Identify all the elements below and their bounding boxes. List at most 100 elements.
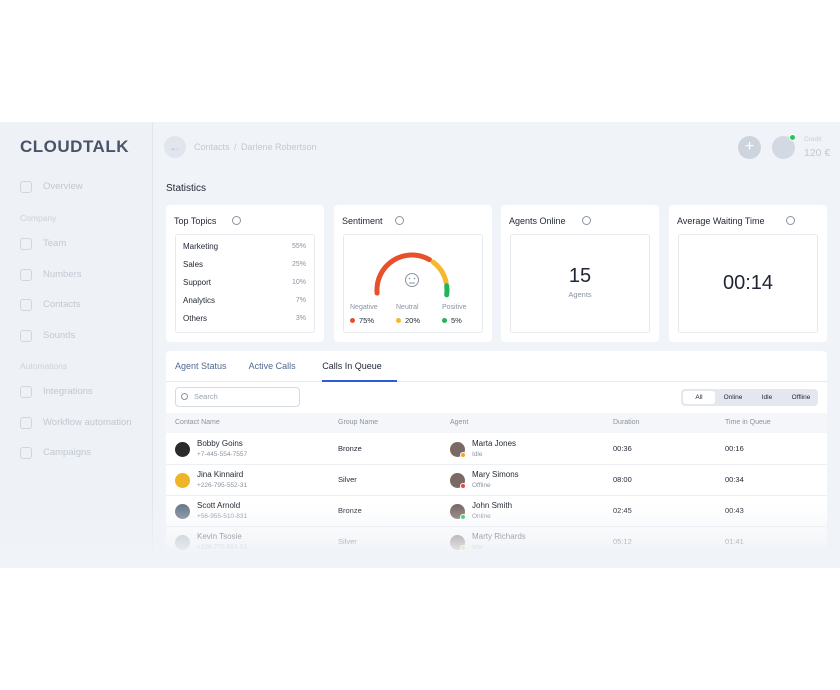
- contact-phone: +7-445-554-7557: [197, 451, 248, 458]
- time-in-queue: 00:16: [725, 444, 744, 453]
- nav-item[interactable]: Overview: [43, 181, 83, 192]
- face-eye: [408, 277, 411, 280]
- sentiment-gauge: [374, 252, 450, 298]
- column-header: Agent: [450, 419, 469, 426]
- sentiment-dot: [442, 318, 447, 323]
- nav-item[interactable]: Numbers: [43, 268, 82, 280]
- tab[interactable]: Agent Status: [175, 361, 227, 371]
- breadcrumb[interactable]: Contacts: [194, 142, 230, 152]
- credit-label: Credit: [804, 136, 822, 143]
- search-placeholder: Search: [194, 392, 218, 401]
- sentiment-label: Positive: [442, 304, 467, 311]
- card-title: Average Waiting Time: [677, 216, 765, 226]
- duration: 08:00: [613, 475, 632, 484]
- column-header: Contact Name: [175, 419, 220, 426]
- credit-value: 120 €: [804, 147, 831, 159]
- table-header-row: [166, 413, 827, 433]
- sentiment-dot: [396, 318, 401, 323]
- section-title: Statistics: [166, 183, 207, 194]
- nav-item[interactable]: Sounds: [43, 329, 76, 341]
- info-icon: [394, 216, 404, 225]
- info-icon: [582, 216, 592, 225]
- tab[interactable]: Calls In Queue: [322, 361, 382, 371]
- nav-icon: [20, 268, 32, 281]
- user-avatar[interactable]: [772, 136, 795, 159]
- sentiment-value: 20%: [405, 316, 421, 325]
- contact-name: Bobby Goins: [197, 439, 243, 448]
- filter-option[interactable]: All: [683, 391, 715, 404]
- group-name: Bronze: [338, 444, 362, 453]
- nav-item[interactable]: Campaigns: [43, 447, 92, 458]
- bottom-fade: [0, 505, 840, 568]
- card-title: Agents Online: [509, 216, 566, 226]
- filter-group: [681, 389, 818, 406]
- column-header: Group Name: [338, 419, 379, 426]
- topic-share: 55%: [291, 243, 306, 250]
- sentiment-label: Negative: [350, 304, 378, 311]
- card-title: Sentiment: [342, 216, 383, 226]
- breadcrumb: Darlene Robertson: [241, 142, 317, 152]
- sentiment-label: Neutral: [396, 304, 419, 311]
- gauge-neutral: [430, 259, 449, 286]
- topic-share: 7%: [295, 297, 306, 304]
- search-icon: [181, 393, 188, 400]
- agent-name: Mary Simons: [472, 470, 519, 479]
- nav-icon: [20, 447, 32, 459]
- tab[interactable]: Active Calls: [248, 361, 296, 371]
- back-button[interactable]: ←: [164, 136, 186, 158]
- filter-option[interactable]: Offline: [791, 394, 811, 401]
- status-dot: [460, 452, 466, 458]
- agent-status: Idle: [472, 451, 483, 458]
- card-inner: [175, 234, 315, 333]
- contact-name: Jina Kinnaird: [197, 470, 244, 479]
- topic-share: 10%: [291, 279, 306, 286]
- group-name: Silver: [338, 475, 357, 484]
- stat-card: [669, 205, 827, 342]
- contact-avatar: [175, 473, 190, 488]
- card-title: Top Topics: [174, 216, 217, 226]
- nav-icon: [20, 416, 32, 429]
- sentiment-value: 5%: [451, 316, 462, 325]
- contact-avatar: [175, 442, 190, 457]
- status-dot: [460, 483, 466, 489]
- filter-option[interactable]: Online: [723, 394, 743, 401]
- column-header: Time in Queue: [725, 419, 771, 426]
- sentiment-dot: [350, 318, 355, 323]
- info-icon: [232, 216, 241, 225]
- agents-count: 15: [568, 265, 592, 287]
- nav-section: Company: [20, 213, 57, 223]
- column-header: Duration: [613, 419, 640, 426]
- search-box[interactable]: [175, 387, 300, 407]
- nav-section: Automations: [20, 361, 68, 371]
- nav-icon: [20, 299, 32, 311]
- topic-name: Marketing: [183, 242, 219, 251]
- topic-name: Analytics: [183, 296, 216, 305]
- avg-wait-value: 00:14: [722, 272, 774, 294]
- sentiment-value: 75%: [359, 316, 375, 325]
- agent-name: Marta Jones: [472, 439, 517, 448]
- topic-name: Sales: [183, 260, 204, 269]
- agents-caption: Agents: [568, 290, 592, 299]
- nav-item[interactable]: Contacts: [43, 299, 81, 310]
- topic-name: Support: [183, 278, 212, 287]
- nav-icon: [20, 329, 32, 342]
- nav-icon: [20, 181, 32, 193]
- topic-share: 25%: [291, 261, 306, 268]
- tab-underline: [322, 380, 397, 382]
- card-inner: [510, 234, 650, 333]
- logo: CLOUDTALK: [20, 137, 129, 156]
- add-button[interactable]: +: [738, 136, 761, 159]
- face-eye: [413, 277, 416, 280]
- nav-item[interactable]: Team: [43, 238, 67, 249]
- neutral-face: [405, 273, 419, 287]
- duration: 00:36: [613, 444, 632, 453]
- nav-item[interactable]: Integrations: [43, 386, 93, 397]
- row-divider: [166, 464, 827, 465]
- topic-name: Others: [183, 314, 208, 323]
- topic-share: 3%: [295, 315, 306, 322]
- online-dot: [789, 134, 796, 141]
- stat-card: [166, 205, 324, 342]
- nav-item[interactable]: Workflow automation: [43, 416, 132, 428]
- filter-option[interactable]: Idle: [761, 394, 773, 401]
